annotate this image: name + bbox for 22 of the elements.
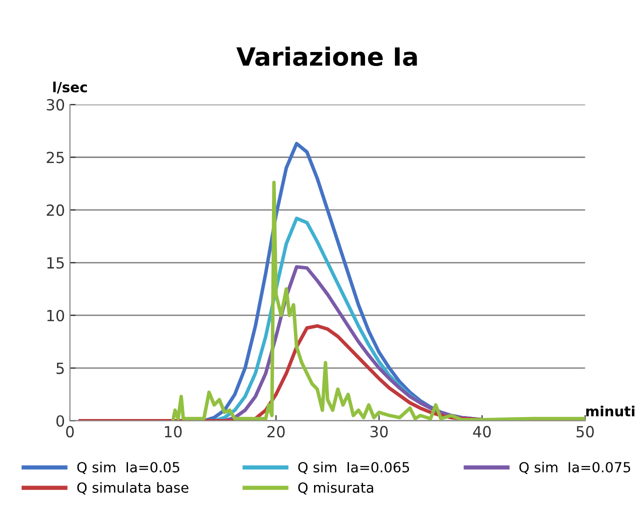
x-tick-label: 50 bbox=[576, 426, 594, 438]
x-tick-label: 10 bbox=[164, 426, 182, 438]
y-tick-label: 5 bbox=[56, 362, 64, 374]
line-series bbox=[171, 180, 586, 421]
y-tick-label: 15 bbox=[47, 257, 64, 269]
x-tick-label: 20 bbox=[267, 426, 285, 438]
y-tick-label: 30 bbox=[46, 99, 64, 111]
y-tick-label: 10 bbox=[47, 310, 64, 322]
y-tick-label: 25 bbox=[46, 152, 64, 164]
x-tick-label: 0 bbox=[66, 426, 74, 438]
y-tick-label: 0 bbox=[56, 415, 64, 427]
x-axis-title: minuti bbox=[586, 406, 634, 416]
y-tick-label: 20 bbox=[46, 204, 64, 216]
y-axis-title: l/sec bbox=[53, 82, 87, 94]
legend-label: Q misurata bbox=[298, 482, 374, 494]
legend-label: Q sim Ia=0.05 bbox=[77, 462, 180, 474]
legend-label: Q sim Ia=0.075 bbox=[519, 462, 630, 474]
legend-label: Q simulata base bbox=[77, 482, 188, 494]
legend-label: Q sim Ia=0.065 bbox=[298, 462, 410, 474]
chart-title: Variazione Ia bbox=[236, 46, 417, 66]
x-tick-label: 40 bbox=[473, 426, 491, 438]
x-tick-label: 30 bbox=[370, 426, 388, 438]
